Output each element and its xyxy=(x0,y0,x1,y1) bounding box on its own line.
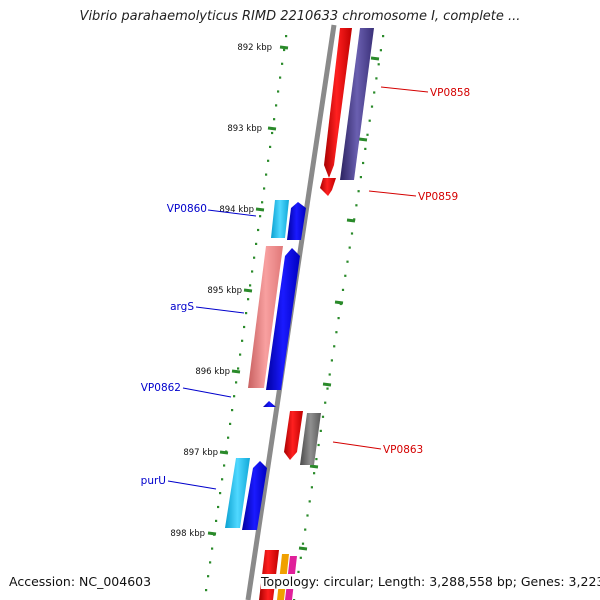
label-args[interactable]: argS xyxy=(170,301,245,314)
tick-893: 893 kbp xyxy=(227,124,277,134)
gene-vp0859[interactable] xyxy=(340,28,374,180)
label-vp0858[interactable]: VP0858 xyxy=(380,86,470,99)
gene-label[interactable]: VP0860 xyxy=(167,203,207,215)
gene-label[interactable]: purU xyxy=(141,475,166,487)
tick-label: 894 kbp xyxy=(219,205,254,215)
gene-vp0860[interactable] xyxy=(271,200,289,238)
tick-892: 892 kbp xyxy=(237,43,289,53)
tick-label: 896 kbp xyxy=(195,367,230,377)
map-title: Vibrio parahaemolyticus RIMD 2210633 chr… xyxy=(79,9,521,24)
tick-895: 895 kbp xyxy=(207,286,253,296)
tick-label: 893 kbp xyxy=(227,124,262,134)
tick-label: 895 kbp xyxy=(207,286,242,296)
tick-897: 897 kbp xyxy=(183,448,229,458)
scale-track-outer xyxy=(293,35,385,600)
tick-label: 892 kbp xyxy=(237,43,272,53)
label-vp0863[interactable]: VP0863 xyxy=(332,441,423,456)
gene-args[interactable] xyxy=(248,246,283,388)
scale-track-inner xyxy=(205,35,288,592)
gene-vp0862[interactable] xyxy=(263,401,276,407)
outer-ticks xyxy=(298,56,380,551)
gene-puru[interactable] xyxy=(225,458,250,528)
gene-label[interactable]: VP0863 xyxy=(383,444,423,456)
gene-blue-897[interactable] xyxy=(242,461,267,530)
label-puru[interactable]: purU xyxy=(141,475,217,490)
tick-896: 896 kbp xyxy=(195,367,241,377)
gene-gray-896[interactable] xyxy=(300,413,321,465)
gene-label[interactable]: VP0858 xyxy=(430,87,470,99)
gene-vp0858[interactable] xyxy=(320,28,352,196)
gene-blue-895[interactable] xyxy=(266,248,300,390)
label-vp0860[interactable]: VP0860 xyxy=(167,203,257,217)
gene-label[interactable]: argS xyxy=(170,301,194,313)
tick-label: 897 kbp xyxy=(183,448,218,458)
label-vp0859[interactable]: VP0859 xyxy=(368,190,458,203)
tick-894: 894 kbp xyxy=(219,205,265,215)
topology-text: Topology: circular; Length: 3,288,558 bp… xyxy=(261,574,600,589)
accession-text: Accession: NC_004603 xyxy=(9,574,152,589)
gene-vp0863[interactable] xyxy=(284,411,303,460)
tick-898: 898 kbp xyxy=(170,529,217,539)
gene-label[interactable]: VP0862 xyxy=(141,382,181,394)
tick-label: 898 kbp xyxy=(170,529,205,539)
gene-label[interactable]: VP0859 xyxy=(418,191,458,203)
gene-blue-894[interactable] xyxy=(287,202,306,240)
label-vp0862[interactable]: VP0862 xyxy=(141,382,232,398)
